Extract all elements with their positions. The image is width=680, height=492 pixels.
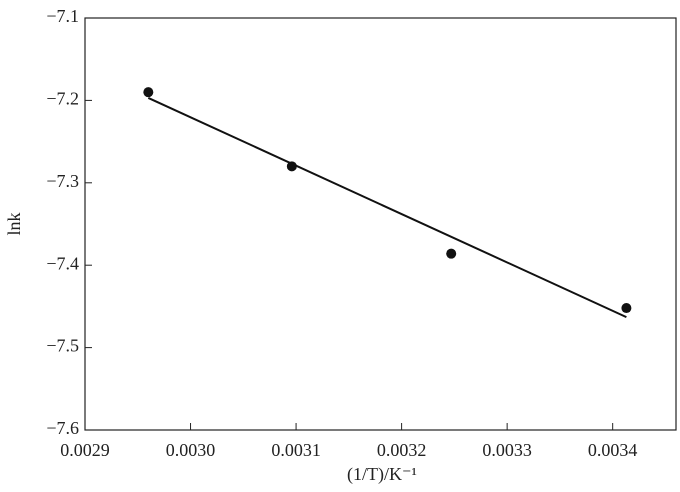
fit-line (147, 97, 627, 319)
y-tick-label: −7.5 (46, 336, 79, 356)
x-tick-label: 0.0029 (60, 440, 110, 460)
y-tick-label: −7.1 (46, 6, 79, 26)
x-tick-label: 0.0033 (482, 440, 532, 460)
data-point (446, 248, 457, 259)
y-axis-label: lnk (4, 212, 24, 235)
x-tick-label: 0.0031 (271, 440, 321, 460)
y-tick-label: −7.6 (46, 418, 79, 438)
data-point (621, 303, 632, 314)
y-tick-label: −7.4 (46, 253, 79, 273)
x-axis-label: (1/T)/K⁻¹ (347, 464, 417, 485)
plot-frame (84, 17, 677, 431)
data-point (143, 87, 154, 98)
x-tick-label: 0.0030 (166, 440, 216, 460)
y-tick-label: −7.2 (46, 89, 79, 109)
x-tick-label: 0.0032 (377, 440, 427, 460)
x-tick-label: 0.0034 (588, 440, 638, 460)
y-tick-label: −7.3 (46, 171, 79, 191)
